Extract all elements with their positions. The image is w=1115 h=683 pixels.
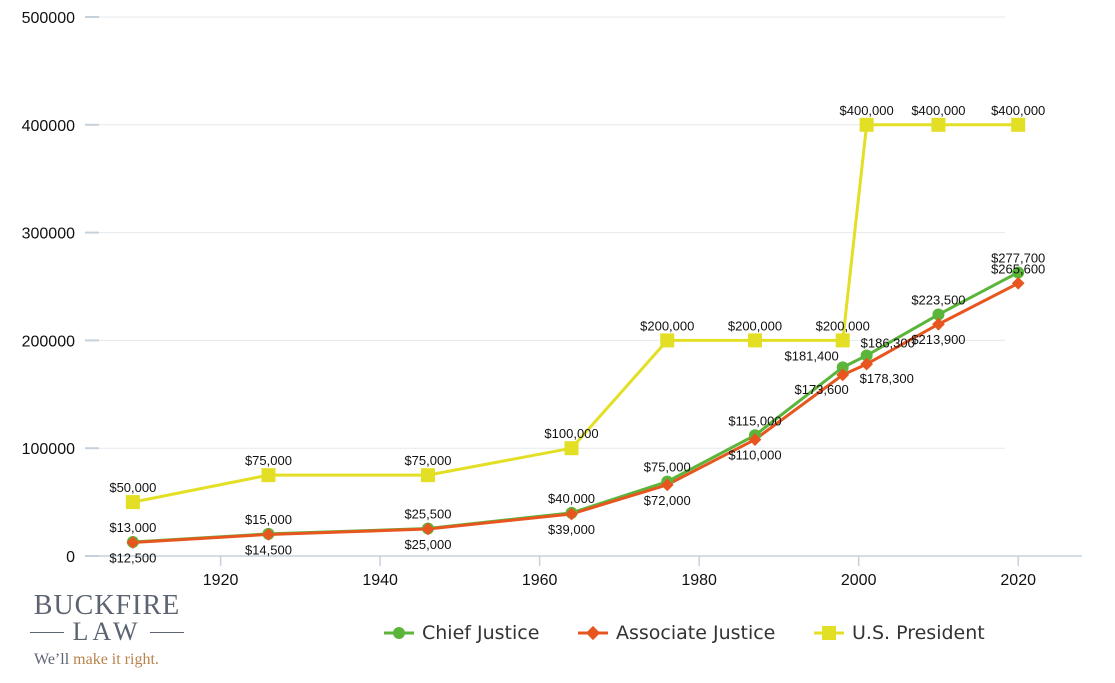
- data-label-u-s-president: $100,000: [544, 426, 598, 441]
- data-label-chief-justice: $186,300: [861, 335, 915, 350]
- series-line-u-s-president: [132, 123, 1019, 504]
- legend-marker: [585, 625, 601, 641]
- x-tick-label: 1960: [522, 572, 558, 589]
- axes: 0 100000 200000 300000 400000 500000 1920 1940 1…: [22, 10, 1082, 589]
- y-tick-label: 100000: [22, 441, 75, 458]
- data-label-associate-justice: $178,300: [860, 371, 914, 386]
- logo-tagline: We’ll make it right.: [34, 651, 159, 669]
- logo-name: BUCKFIRE: [33, 590, 181, 621]
- x-tick-label: 1920: [203, 572, 239, 589]
- x-tick-label: 1980: [681, 572, 717, 589]
- data-labels: $50,000 $75,000 $75,000 $100,000 $200,000 $20…: [109, 103, 1045, 566]
- data-label-associate-justice: $12,500: [109, 551, 156, 566]
- data-label-chief-justice: $223,500: [911, 293, 965, 308]
- x-tick-label: 1940: [362, 572, 398, 589]
- data-label-associate-justice: $265,600: [991, 261, 1045, 276]
- legend-marker: [393, 627, 405, 639]
- legend-item-us-president[interactable]: U.S. President: [814, 618, 985, 648]
- data-label-chief-justice: $25,500: [404, 507, 451, 522]
- data-point-u-s-president: [125, 495, 140, 510]
- buckfire-law-logo: BUCKFIRE LAW We’ll make it right.: [28, 590, 198, 675]
- legend-item-chief-justice[interactable]: Chief Justice: [384, 618, 539, 648]
- data-label-u-s-president: $200,000: [728, 318, 782, 333]
- y-tick-label: 300000: [22, 226, 75, 243]
- data-label-u-s-president: $400,000: [991, 103, 1045, 118]
- logo-rule-right: [150, 632, 184, 633]
- data-label-chief-justice: $40,000: [548, 491, 595, 506]
- legend-marker: [822, 626, 836, 640]
- data-label-associate-justice: $25,000: [404, 537, 451, 552]
- data-label-u-s-president: $200,000: [640, 318, 694, 333]
- data-label-u-s-president: $200,000: [816, 318, 870, 333]
- series-lines: [132, 123, 1019, 545]
- y-tick-label: 500000: [22, 10, 75, 27]
- data-label-associate-justice: $39,000: [548, 522, 595, 537]
- series-markers: [125, 117, 1026, 549]
- data-label-chief-justice: $277,700: [991, 250, 1045, 265]
- data-point-u-s-president: [261, 468, 276, 483]
- data-label-chief-justice: $75,000: [644, 460, 691, 475]
- data-point-u-s-president: [835, 333, 850, 348]
- data-point-chief-justice: [1012, 266, 1025, 279]
- data-label-chief-justice: $15,000: [245, 512, 292, 527]
- legend-label: U.S. President: [852, 622, 985, 644]
- data-point-u-s-president: [1011, 117, 1026, 132]
- data-label-associate-justice: $213,900: [911, 332, 965, 347]
- legend-item-associate-justice[interactable]: Associate Justice: [578, 618, 775, 648]
- x-tick-label: 2020: [1000, 572, 1036, 589]
- logo-sub-word: LAW: [72, 617, 142, 646]
- data-point-u-s-president: [747, 333, 762, 348]
- logo-subline: LAW: [28, 617, 186, 647]
- logo-tagline-emphasis: make it right.: [73, 651, 159, 668]
- y-tick-label: 0: [66, 549, 75, 566]
- diamond-marker-icon: [578, 625, 608, 641]
- data-point-chief-justice: [836, 361, 849, 374]
- data-label-associate-justice: $110,000: [728, 448, 781, 463]
- data-label-u-s-president: $400,000: [840, 103, 894, 118]
- circle-marker-icon: [384, 627, 414, 639]
- y-tick-label: 400000: [22, 118, 75, 135]
- data-label-u-s-president: $75,000: [404, 453, 451, 468]
- data-label-u-s-president: $75,000: [245, 453, 292, 468]
- data-point-chief-justice: [932, 308, 945, 321]
- logo-rule-left: [30, 632, 64, 633]
- data-label-u-s-president: $400,000: [911, 103, 965, 118]
- data-point-u-s-president: [564, 441, 579, 456]
- logo-tagline-prefix: We’ll: [34, 651, 74, 668]
- data-point-u-s-president: [859, 117, 874, 132]
- data-point-chief-justice: [860, 349, 873, 362]
- data-label-chief-justice: $181,400: [784, 348, 838, 363]
- y-tick-label: 200000: [22, 333, 75, 350]
- data-label-u-s-president: $50,000: [109, 480, 156, 495]
- data-label-chief-justice: $115,000: [728, 413, 781, 428]
- series-line-associate-justice: [132, 281, 1019, 545]
- chart-legend: Chief Justice Associate Justice U.S. Pre…: [384, 618, 1024, 648]
- data-label-associate-justice: $173,600: [794, 382, 848, 397]
- data-point-associate-justice: [860, 357, 874, 371]
- data-label-chief-justice: $13,000: [109, 520, 156, 535]
- legend-label: Associate Justice: [616, 622, 776, 644]
- square-marker-icon: [814, 626, 844, 640]
- legend-label: Chief Justice: [422, 622, 540, 644]
- data-point-u-s-president: [420, 468, 435, 483]
- data-point-associate-justice: [932, 317, 945, 331]
- data-point-u-s-president: [660, 333, 675, 348]
- data-point-u-s-president: [931, 117, 946, 132]
- data-point-associate-justice: [1011, 276, 1025, 290]
- grid-lines: [85, 16, 1005, 449]
- x-tick-label: 2000: [841, 572, 877, 589]
- data-label-associate-justice: $72,000: [644, 493, 691, 508]
- data-label-associate-justice: $14,500: [245, 542, 292, 557]
